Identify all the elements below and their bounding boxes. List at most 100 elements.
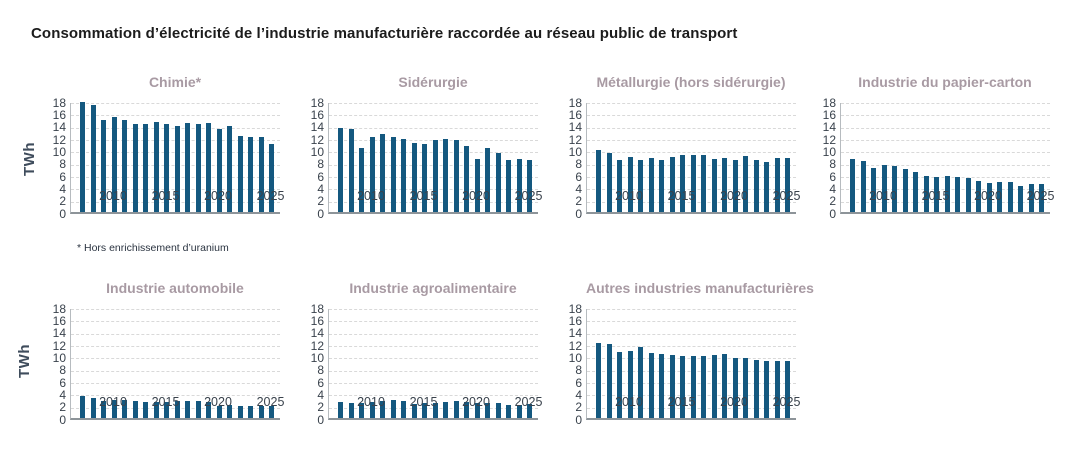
x-axis: 2010 2015 2020 2025 [328,395,542,413]
grid-line [329,103,538,104]
y-axis-tick-label: 8 [59,363,66,378]
x-axis: 2010 2015 2020 2025 [328,189,542,207]
x-axis-tick-label: 2020 [204,189,232,203]
bar-2008 [860,160,866,212]
y-axis-tick-label: 0 [575,206,582,221]
y-axis-tick-label: 2 [59,400,66,415]
y-axis-tick-label: 2 [575,194,582,209]
y-axis: 18 16 14 12 10 8 6 4 2 0 [302,96,324,220]
x-axis-tick-label: 2010 [357,395,385,409]
bar-2011 [380,401,385,418]
x-axis: 2010 2015 2020 2025 [586,189,800,207]
grid-line [329,346,538,347]
bar-2024 [1028,184,1034,212]
y-axis-tick-label: 12 [310,132,324,147]
bar-2015 [934,176,939,212]
grid-line [587,115,796,117]
x-axis-tick-label: 2025 [256,395,285,409]
bar-2009 [617,352,622,418]
bar-2025 [785,360,790,418]
bar-2019 [206,123,211,212]
y-axis-tick-label: 14 [52,326,66,341]
bar-2010 [881,165,887,212]
y-axis-tick-label: 16 [568,313,582,328]
bar-2016 [174,125,180,212]
grid-line [587,152,796,154]
y-axis-tick-label: 0 [59,412,66,427]
y-axis-tick-label: 0 [317,206,324,221]
bar-2017 [185,401,190,418]
bar-2022 [753,360,759,418]
y-axis: 18 16 14 12 10 8 6 4 2 0 [560,302,582,426]
x-axis-tick-label: 2015 [409,395,438,409]
y-axis-tick-label: 10 [310,144,324,159]
plot [586,103,796,214]
bar-2023 [248,405,253,418]
y-axis-tick-label: 12 [568,338,582,353]
bar-2013 [143,401,148,418]
bar-2017 [701,355,706,418]
y-axis-tick-label: 4 [317,387,324,402]
bar-2015 [164,401,169,418]
y-axis-tick-label: 12 [568,132,582,147]
bar-2017 [443,401,448,418]
x-axis-tick-label: 2015 [409,189,438,203]
x-axis-tick-label: 2015 [151,189,180,203]
bar-2015 [422,403,427,418]
bar-2017 [443,138,448,212]
bar-2021 [485,402,490,418]
bar-2021 [997,181,1002,212]
grid-line [71,115,280,117]
y-axis-tick-label: 16 [822,107,836,122]
y-axis-tick-label: 12 [52,132,66,147]
grid-line [329,309,538,310]
y-axis-tick-label: 18 [310,95,324,110]
y-axis-tick-label: 4 [317,181,324,196]
bar-2011 [892,166,897,212]
bar-2012 [132,123,138,212]
bar-2015 [680,155,685,212]
y-axis-tick-label: 14 [822,120,836,135]
bar-2024 [258,406,264,418]
bar-2008 [606,344,612,418]
bar-2015 [422,144,427,212]
bar-2012 [390,137,396,212]
plot [586,309,796,420]
grid-line [329,127,538,129]
y-axis-tick-label: 6 [317,169,324,184]
bar-2022 [753,160,759,212]
chart-plot-area: 18 16 14 12 10 8 6 4 2 0 [302,302,538,426]
bar-2010 [369,136,375,212]
y-axis-tick-label: 6 [575,375,582,390]
y-axis-tick-label: 8 [317,363,324,378]
grid-line [841,103,1050,104]
bar-2025 [1039,183,1044,212]
bar-2019 [722,157,727,212]
bar-2010 [627,350,633,418]
bar-2020 [732,358,738,418]
bar-2024 [774,360,780,418]
bar-2009 [101,119,106,212]
y-axis-unit-label-row1: TWh [21,142,38,176]
bar-2021 [485,148,490,212]
chart-plot-area: 18 16 14 12 10 8 6 4 2 0 [44,96,280,220]
grid-line [587,333,796,335]
chart-plot-area: 18 16 14 12 10 8 6 4 2 0 [560,96,796,220]
bar-2009 [871,167,876,212]
bar-2025 [527,160,532,212]
bar-2022 [495,153,501,212]
bar-2024 [258,136,264,212]
grid-line [841,115,1050,117]
bar-2014 [923,175,929,212]
bar-2017 [955,176,960,212]
bar-2013 [401,400,406,418]
bar-2023 [1018,186,1023,212]
grid-line [587,140,796,141]
bar-2020 [732,159,738,212]
bar-2018 [453,139,459,212]
y-axis-unit-label-row2: TWh [16,344,33,378]
grid-line [841,152,1050,154]
grid-line [587,346,796,347]
bar-2019 [206,401,211,418]
x-axis-tick-label: 2015 [667,395,696,409]
